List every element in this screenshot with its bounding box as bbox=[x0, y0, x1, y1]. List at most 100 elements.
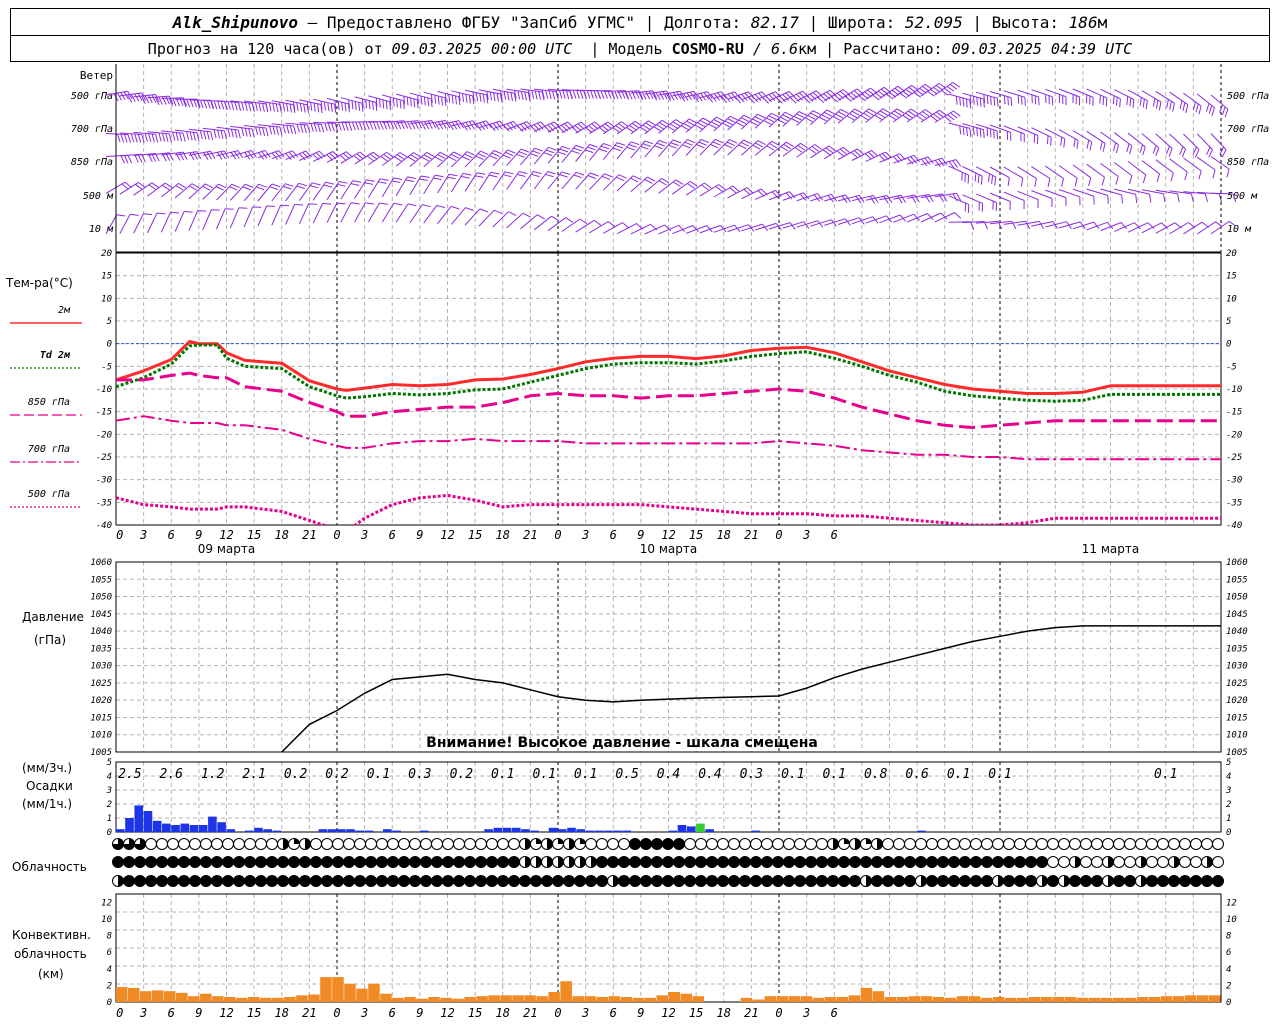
cloud-symbol bbox=[827, 856, 839, 868]
wind-barb bbox=[188, 210, 207, 231]
cloud-symbol bbox=[1157, 838, 1169, 850]
wind-barb bbox=[409, 120, 437, 130]
conv-bar bbox=[320, 977, 332, 1002]
cloud-symbol bbox=[816, 875, 828, 887]
cloud-title: Облачность bbox=[12, 860, 87, 874]
precip-bar bbox=[198, 825, 208, 832]
conv-bar bbox=[416, 998, 428, 1002]
wind-barb bbox=[464, 208, 488, 226]
cloud-symbol bbox=[442, 838, 454, 850]
wind-barb bbox=[133, 182, 160, 196]
precip-bar bbox=[208, 816, 217, 832]
precip-bar bbox=[493, 827, 503, 832]
conv-bar bbox=[668, 992, 681, 1002]
wind-barb bbox=[464, 120, 492, 131]
wind-barb bbox=[768, 91, 796, 104]
wind-barb bbox=[285, 204, 304, 225]
cloud-symbol bbox=[629, 875, 641, 887]
precip-bar bbox=[613, 830, 622, 832]
wind-barb bbox=[1169, 133, 1187, 158]
wind-barb bbox=[146, 212, 166, 234]
precip-bar bbox=[162, 823, 171, 832]
wind-barb bbox=[437, 151, 462, 168]
wind-barb bbox=[685, 225, 713, 234]
cloud-symbol bbox=[244, 838, 256, 850]
cloud-symbol bbox=[1124, 838, 1136, 850]
precip-title-3h: (мм/3ч.) bbox=[22, 761, 72, 775]
cloud-symbol bbox=[618, 838, 630, 850]
cloud-symbol bbox=[134, 856, 146, 868]
cloud-symbol bbox=[321, 838, 333, 850]
hour-tick-top: 15 bbox=[247, 528, 261, 542]
wind-barb bbox=[492, 88, 517, 102]
cloud-symbol bbox=[431, 875, 443, 887]
hour-tick-top: 3 bbox=[802, 528, 810, 542]
cloud-symbol bbox=[772, 838, 784, 850]
wind-barb bbox=[1003, 220, 1031, 230]
wind-barb bbox=[147, 152, 174, 162]
conv-bar bbox=[512, 995, 524, 1002]
wind-barb bbox=[1072, 130, 1093, 151]
wind-barb bbox=[382, 94, 405, 110]
cloud-symbol bbox=[233, 875, 245, 887]
wind-barb bbox=[1114, 89, 1135, 109]
wind-barb bbox=[1183, 191, 1208, 203]
temp-ytick-left: -30 bbox=[96, 476, 112, 486]
wind-barb bbox=[754, 112, 780, 129]
cloud-symbol bbox=[937, 838, 949, 850]
wind-barb bbox=[575, 143, 598, 162]
cloud-symbol bbox=[1003, 838, 1015, 850]
cloud-symbol bbox=[717, 856, 729, 868]
precip-bar bbox=[751, 830, 760, 832]
wind-barb bbox=[1058, 189, 1081, 206]
calc-label: | Рассчитано: bbox=[816, 39, 952, 58]
wind-barb bbox=[893, 154, 920, 165]
wind-barb bbox=[1169, 222, 1196, 235]
wind-barb bbox=[671, 118, 697, 134]
conv-bar bbox=[428, 997, 440, 1002]
conv-bar bbox=[200, 993, 212, 1002]
precip-3h-sum: 0.1 bbox=[1154, 767, 1177, 782]
precip-bar bbox=[134, 805, 144, 832]
precip-ytick-left: 3 bbox=[106, 786, 112, 796]
wind-barb bbox=[837, 108, 863, 124]
cloud-symbol bbox=[398, 856, 410, 868]
cloud-symbol-fill bbox=[569, 856, 575, 868]
wind-barb bbox=[962, 166, 983, 185]
cloud-symbol bbox=[1069, 875, 1081, 887]
wind-barb bbox=[796, 220, 824, 228]
cloud-symbol-fill bbox=[1141, 856, 1147, 868]
temp-ytick-left: 0 bbox=[107, 340, 112, 350]
conv-ytick-right: 2 bbox=[1226, 981, 1231, 991]
wind-barb bbox=[547, 217, 574, 232]
wind-barb bbox=[202, 150, 230, 160]
conv-bar bbox=[536, 996, 548, 1002]
cloud-symbol bbox=[827, 875, 839, 887]
wind-barb bbox=[313, 121, 339, 132]
conv-bar bbox=[224, 997, 236, 1002]
hour-tick-top: 3 bbox=[581, 528, 589, 542]
wind-barb bbox=[492, 120, 520, 132]
temp-legend-label: Td 2м bbox=[40, 350, 71, 361]
pressure-ytick-left: 1020 bbox=[90, 696, 112, 706]
wind-barb bbox=[782, 142, 808, 157]
wind-barb bbox=[437, 120, 465, 131]
cloud-symbol-fill bbox=[1108, 875, 1114, 887]
wind-barb bbox=[658, 90, 685, 102]
wind-barb bbox=[1100, 222, 1128, 232]
temp-legend-label: 500 гПа bbox=[28, 489, 70, 500]
temp-ytick-right: -20 bbox=[1226, 430, 1242, 440]
temp-ytick-left: 5 bbox=[107, 317, 112, 327]
cloud-symbol bbox=[992, 838, 1004, 850]
cloud-symbol bbox=[684, 875, 696, 887]
cloud-symbol bbox=[1091, 838, 1103, 850]
precip-3h-sum: 2.1 bbox=[242, 767, 265, 782]
temp-ytick-left: -40 bbox=[96, 521, 112, 531]
hour-tick-bottom: 6 bbox=[610, 1006, 617, 1020]
wind-barb bbox=[382, 120, 409, 130]
wind-barb bbox=[561, 218, 588, 232]
wind-barb bbox=[906, 109, 933, 123]
pressure-ytick-left: 1030 bbox=[90, 662, 112, 672]
cloud-symbol bbox=[167, 875, 179, 887]
wind-barb bbox=[989, 192, 1011, 211]
